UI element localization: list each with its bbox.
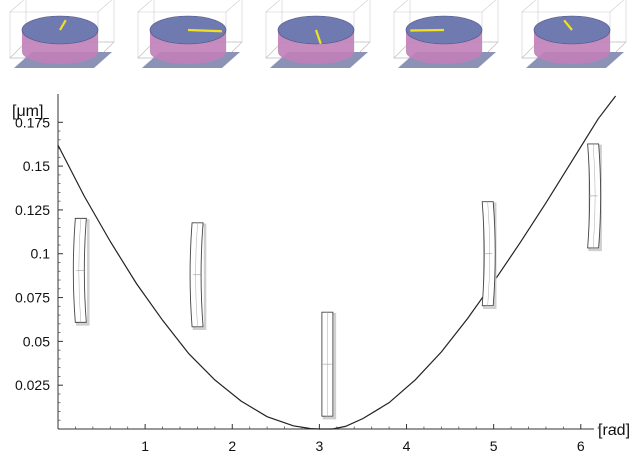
y-tick-label: 0.05 [23,333,50,349]
y-tick-label: 0.175 [15,114,50,130]
x-axis-label: [rad] [598,422,630,439]
x-tick-label: 4 [403,438,411,454]
inset-profile [321,311,337,420]
cylinder-thumbnail [393,0,499,68]
y-tick-label: 0.025 [15,377,50,393]
series-line [57,95,617,430]
inset-profile [587,143,602,252]
y-tick-label: 0.15 [23,158,50,174]
crack-line [187,28,222,33]
x-tick-label: 2 [228,438,236,454]
axes: [μm] [rad] 1 2 3 4 5 6 0.025 0.05 0.075 0.1 0.125… [12,94,630,454]
x-tick-label: 6 [577,438,585,454]
inset-profiles [72,143,602,420]
inset-profile [72,217,90,326]
cylinder-thumbnail [137,0,243,68]
x-tick-label: 5 [490,438,498,454]
crack-line [563,19,573,31]
crack-line [314,29,322,45]
inset-profile [481,201,497,309]
y-tick-label: 0.1 [31,246,51,262]
cylinder-thumbnail [521,0,627,68]
y-tick-label: 0.125 [15,202,50,218]
cylinder-thumbnail [265,0,371,68]
y-axis-label: [μm] [12,103,43,120]
cylinder-thumbnail [9,0,115,68]
x-tick-label: 3 [315,438,323,454]
thumbnail-row [9,0,627,68]
y-ticks: 0.025 0.05 0.075 0.1 0.125 0.15 0.175 [15,114,63,421]
y-tick-label: 0.075 [15,290,50,306]
inset-profile [189,222,207,331]
crack-line [59,19,67,31]
x-tick-label: 1 [141,438,149,454]
x-ticks: 1 2 3 4 5 6 [75,424,617,454]
